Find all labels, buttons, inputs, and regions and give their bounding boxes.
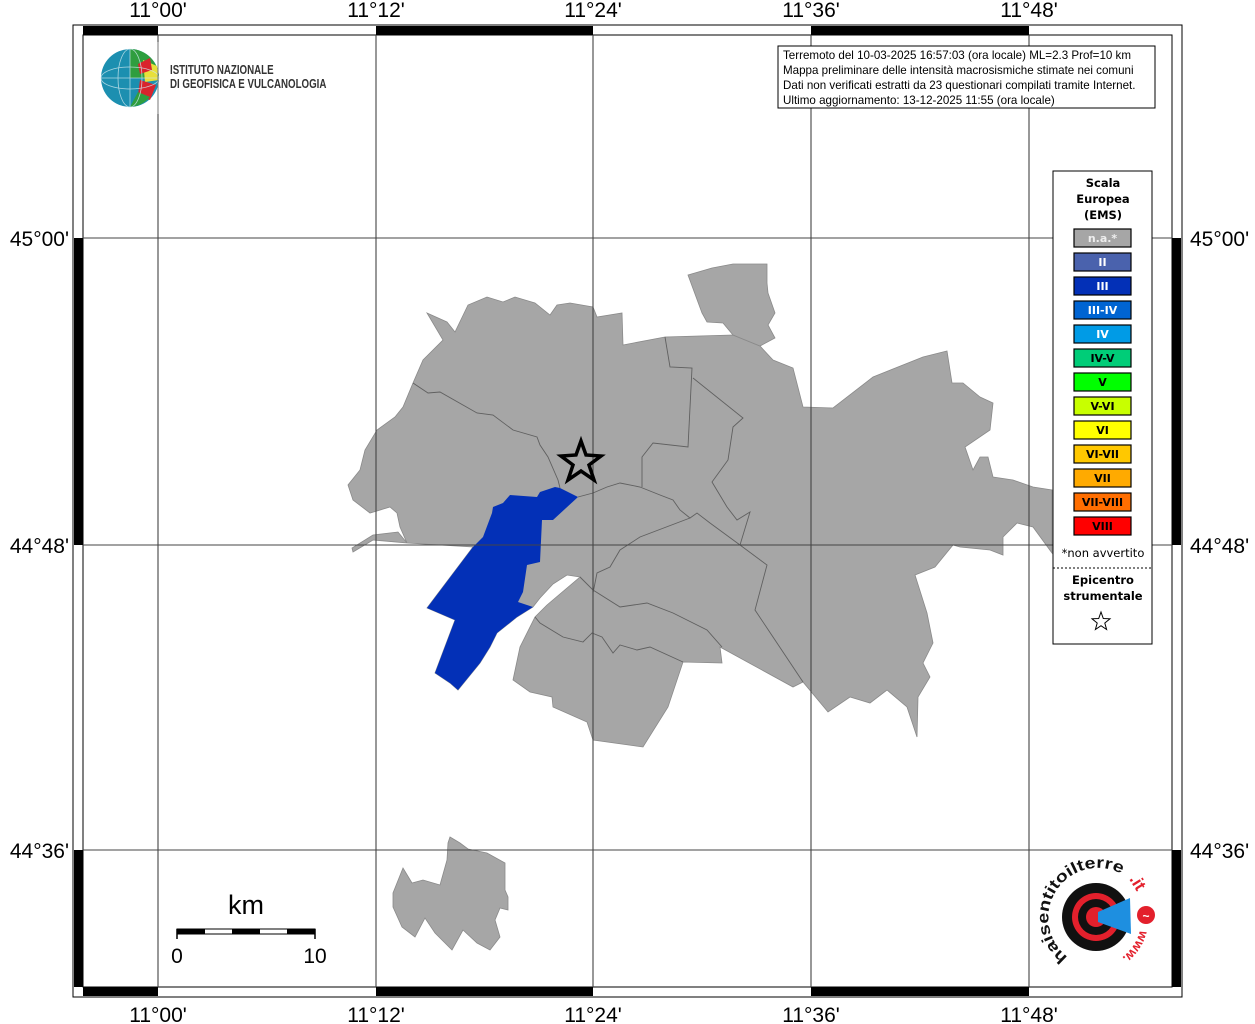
svg-text:~: ~ <box>1142 909 1149 923</box>
legend-item: n.a.* <box>1073 228 1132 248</box>
scale-max-label: 10 <box>303 945 326 968</box>
municipality-area-intensity-iii <box>427 487 578 690</box>
legend-label: V <box>1098 376 1107 389</box>
legend-label: VII <box>1094 472 1111 485</box>
star-outline-icon <box>1090 610 1112 631</box>
lon-label: 11°00' <box>129 0 187 22</box>
lat-label: 44°36' <box>1190 840 1249 863</box>
lon-label: 11°36' <box>782 1004 840 1024</box>
legend-item: VI <box>1073 420 1132 440</box>
legend-note: *non avvertito <box>1062 546 1145 560</box>
epicenter-legend-label: strumentale <box>1063 589 1142 603</box>
legend-label: IV-V <box>1090 352 1115 365</box>
legend-swatch <box>1073 516 1132 536</box>
legend-swatch <box>1073 444 1132 464</box>
lon-label: 11°12' <box>347 0 405 22</box>
legend-label: VIII <box>1092 520 1113 533</box>
legend-label: VII-VIII <box>1082 496 1123 509</box>
municipality-area <box>392 836 509 951</box>
legend-label: II <box>1098 256 1106 269</box>
legend-label: III-IV <box>1088 304 1118 317</box>
legend-swatch <box>1073 492 1132 512</box>
lon-label: 11°12' <box>347 1004 405 1024</box>
legend-label: IV <box>1096 328 1109 341</box>
legend-label: VI <box>1096 424 1109 437</box>
lon-label: 11°36' <box>782 0 840 22</box>
legend-title: (EMS) <box>1084 208 1122 222</box>
legend-item: VII <box>1073 468 1132 488</box>
legend-swatch <box>1073 252 1132 272</box>
ingv-logo-line1: ISTITUTO NAZIONALE <box>170 64 274 77</box>
lat-label: 44°36' <box>10 840 69 863</box>
legend: Scala Europea (EMS) n.a.*IIIIIIII-IVIVIV… <box>1052 170 1153 645</box>
info-line: Mappa preliminare delle intensità macros… <box>783 64 1134 77</box>
legend-item: II <box>1073 252 1132 272</box>
legend-swatch <box>1073 324 1132 344</box>
lon-label: 11°48' <box>1000 1004 1058 1024</box>
legend-swatch <box>1073 420 1132 440</box>
lon-label: 11°24' <box>564 1004 622 1024</box>
lat-label: 45°00' <box>10 228 69 251</box>
legend-item: VI-VII <box>1073 444 1132 464</box>
lon-label: 11°00' <box>129 1004 187 1024</box>
legend-swatch <box>1073 348 1132 368</box>
legend-item: IV-V <box>1073 348 1132 368</box>
legend-swatch <box>1073 468 1132 488</box>
info-line: Ultimo aggiornamento: 13-12-2025 11:55 (… <box>783 94 1055 107</box>
legend-item: VII-VIII <box>1073 492 1132 512</box>
legend-title: Europea <box>1076 192 1129 206</box>
legend-swatch <box>1073 276 1132 296</box>
epicenter-star-icon <box>556 435 606 485</box>
legend-swatch <box>1073 228 1132 248</box>
legend-label: V-VI <box>1090 400 1114 413</box>
legend-label: III <box>1096 280 1108 293</box>
legend-swatch <box>1073 300 1132 320</box>
legend-label: VI-VII <box>1086 448 1119 461</box>
info-line: Dati non verificati estratti da 23 quest… <box>783 79 1136 92</box>
legend-item: IV <box>1073 324 1132 344</box>
municipality-area <box>687 263 776 347</box>
legend-item: III-IV <box>1073 300 1132 320</box>
lon-label: 11°24' <box>564 0 622 22</box>
scale-bar: km 0 10 <box>171 890 327 968</box>
ingv-logo: ISTITUTO NAZIONALE DI GEOFISICA E VULCAN… <box>96 42 326 114</box>
municipality-area <box>347 296 1053 748</box>
legend-item: III <box>1073 276 1132 296</box>
info-line: Terremoto del 10-03-2025 16:57:03 (ora l… <box>783 49 1131 62</box>
ingv-logo-line2: DI GEOFISICA E VULCANOLOGIA <box>170 78 326 91</box>
scale-min-label: 0 <box>171 945 183 968</box>
axis-labels: 11°00' 11°12' 11°24' 11°36' 11°48' 11°00… <box>10 0 1249 1024</box>
graticule <box>83 35 1172 987</box>
legend-swatch <box>1073 372 1132 392</box>
epicenter-legend-label: Epicentro <box>1072 573 1134 587</box>
legend-label: n.a.* <box>1088 232 1118 245</box>
lat-label: 45°00' <box>1190 228 1249 251</box>
lat-label: 44°48' <box>10 535 69 558</box>
legend-item: V-VI <box>1073 396 1132 416</box>
legend-item: VIII <box>1073 516 1132 536</box>
lon-label: 11°48' <box>1000 0 1058 22</box>
lat-label: 44°48' <box>1190 535 1249 558</box>
municipalities <box>347 263 1053 951</box>
legend-title: Scala <box>1086 176 1121 190</box>
scale-unit: km <box>228 890 264 920</box>
info-box: Terremoto del 10-03-2025 16:57:03 (ora l… <box>777 45 1156 109</box>
legend-item: V <box>1073 372 1132 392</box>
legend-swatch <box>1073 396 1132 416</box>
